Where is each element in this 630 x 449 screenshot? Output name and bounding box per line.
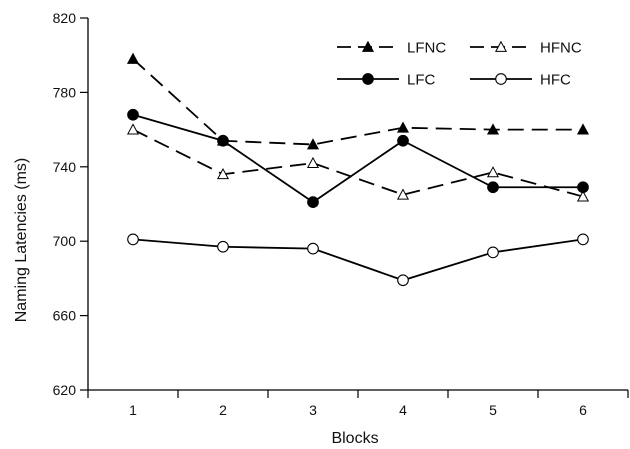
legend-marker-hfnc [494,40,508,52]
series-line-hfc [132,238,584,282]
point-hfnc [216,167,230,180]
legend-label-hfnc: HFNC [540,40,582,57]
point-lfnc [486,123,500,135]
series-line-lfc [132,113,583,204]
point-lfnc [576,123,590,135]
series-line-hfnc [132,128,584,198]
point-lfnc [306,138,320,150]
legend-item-hfnc: HFNC [470,40,582,57]
legend: LFNC HFNC LFC HFC [337,40,582,89]
point-hfnc [486,166,500,178]
x-tick-label: 1 [129,402,137,418]
point-lfc [487,181,499,194]
axes: 620 660 700 740 780 820 1 2 3 4 5 6 [53,10,629,418]
y-tick-label: 620 [53,382,77,398]
point-hfnc [396,188,410,200]
x-axis-title: Blocks [331,430,378,447]
point-hfnc [126,123,140,135]
point-lfc [307,196,319,208]
point-hfnc [306,156,320,168]
x-tick-label: 5 [489,402,497,418]
y-tick-label: 660 [53,308,77,324]
series-layer [126,52,590,287]
point-hfc [577,233,589,246]
x-tick-label: 6 [579,402,587,418]
legend-label-hfc: HFC [540,72,571,89]
point-hfc [127,233,139,246]
legend-marker-hfc [495,73,507,85]
legend-item-lfc: LFC [337,72,436,89]
point-hfc [397,274,409,287]
series-hfnc [126,123,590,202]
y-tick-label: 700 [53,233,77,249]
legend-marker-lfnc [361,40,375,52]
series-line-lfnc [132,58,583,146]
x-tick-label: 3 [309,402,317,418]
point-hfnc [576,190,590,202]
point-hfc [217,240,229,253]
point-lfc [217,134,229,147]
point-lfc [577,181,589,194]
point-lfnc [396,121,410,133]
legend-label-lfnc: LFNC [407,40,446,57]
x-tick-label: 2 [219,402,227,418]
legend-label-lfc: LFC [407,72,436,89]
y-tick-label: 820 [53,10,77,26]
point-lfc [127,108,139,121]
y-tick-label: 780 [53,84,77,100]
point-hfc [487,246,499,259]
legend-marker-lfc [362,73,374,85]
point-hfc [307,242,319,255]
series-lfnc [126,52,590,150]
point-lfnc [126,52,140,64]
series-lfc [127,108,589,208]
point-lfc [397,134,409,147]
y-axis-title: Naming Latencies (ms) [13,158,30,323]
series-hfc [127,233,589,287]
legend-item-hfc: HFC [470,72,571,89]
legend-item-lfnc: LFNC [337,40,446,57]
x-tick-label: 4 [399,402,407,418]
y-tick-label: 740 [53,159,77,175]
